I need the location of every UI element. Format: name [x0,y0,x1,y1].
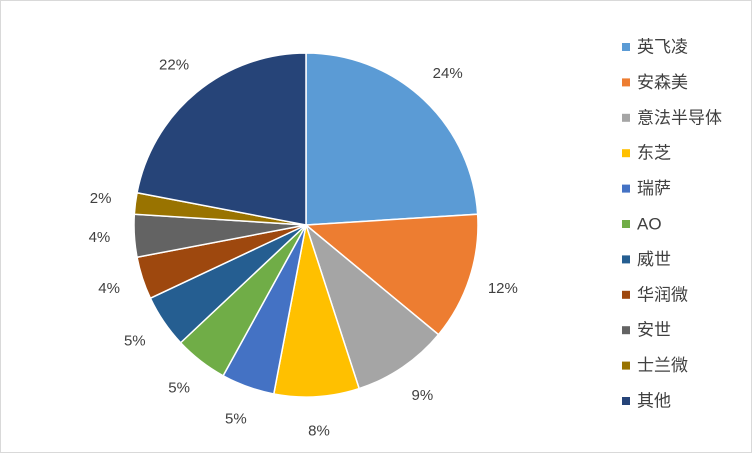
pie-slice [136,52,307,226]
legend-swatch [622,326,630,335]
data-label: 5% [124,332,146,349]
data-label: 12% [488,280,518,297]
legend-label: AO [637,214,662,233]
data-label: 8% [308,423,330,440]
legend-label: 华润微 [637,285,688,304]
legend-swatch [622,397,630,405]
legend-label: 东芝 [637,144,671,163]
legend-label: 英飞凌 [637,37,688,56]
pie-slice [304,213,479,336]
data-label: 9% [412,387,434,404]
legend-label: 安森美 [637,73,688,92]
data-label: 5% [225,411,247,428]
data-label: 2% [90,190,112,207]
legend-label: 威世 [637,250,671,269]
legend-label: 士兰微 [637,356,688,375]
legend-swatch [622,113,630,122]
legend-label: 其他 [637,391,671,410]
legend-swatch [622,255,630,264]
legend-swatch [622,149,630,158]
data-label: 4% [98,280,120,297]
legend-swatch [622,220,630,228]
data-label: 24% [433,65,463,82]
data-label: 5% [168,380,190,397]
legend-swatch [622,290,630,299]
data-label: 22% [159,56,189,73]
legend-swatch [622,43,630,51]
legend-swatch [622,78,630,87]
legend-swatch [622,361,630,370]
legend-label: 瑞萨 [637,179,671,198]
legend-swatch [622,184,630,193]
legend-label: 安世 [637,321,671,340]
data-label: 4% [89,229,111,246]
pie-slice [305,52,479,226]
pie-slice [304,222,440,390]
legend-label: 意法半导体 [637,108,722,127]
